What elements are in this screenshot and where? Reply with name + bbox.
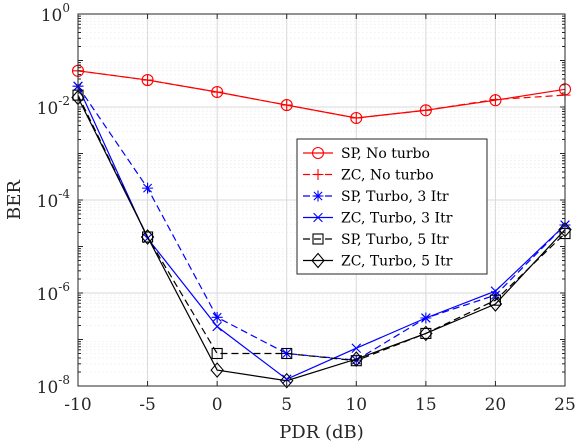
- x-tick-label: 10: [345, 395, 367, 415]
- series-line: [77, 70, 566, 119]
- data-point: [212, 321, 222, 332]
- data-point: [489, 294, 501, 306]
- axis-ticks: -10 -5 0 5 10 15 20 25 10-8 10-6 10-4 10-2 100: [37, 1, 576, 415]
- data-point: [142, 182, 154, 194]
- x-tick-label: -10: [64, 395, 91, 415]
- legend-label: SP, Turbo, 3 Itr: [341, 189, 449, 205]
- data-point: [210, 362, 224, 378]
- legend-box: [296, 138, 488, 275]
- x-tick-label: 5: [281, 395, 292, 415]
- legend-label: ZC, Turbo, 3 Itr: [341, 211, 453, 227]
- data-point: [489, 93, 501, 105]
- data-point: [140, 229, 155, 245]
- data-point: [279, 372, 294, 389]
- data-point: [211, 86, 223, 98]
- legend-marker: [311, 146, 325, 160]
- data-point: [142, 74, 154, 86]
- data-point: [420, 327, 432, 339]
- legend-item: SP, Turbo, 3 Itr: [303, 189, 449, 205]
- data-point: [421, 313, 431, 323]
- legend-item: SP, No turbo: [303, 146, 430, 162]
- grid: [77, 13, 566, 387]
- legend-item: ZC, No turbo: [303, 168, 434, 184]
- data-point: [281, 99, 293, 111]
- legend-marker: [312, 233, 324, 245]
- legend-marker: [313, 212, 323, 223]
- series-zc-turbo-5-itr: [71, 89, 572, 389]
- x-tick-label: 20: [485, 395, 507, 415]
- data-point: [420, 104, 432, 116]
- legend-marker: [312, 190, 324, 202]
- legend-marker: [312, 169, 324, 180]
- series-layer: [71, 64, 572, 389]
- legend-item: ZC, Turbo, 3 Itr: [303, 211, 453, 227]
- data-point: [488, 296, 503, 312]
- series-zc-turbo-3-itr: [73, 81, 570, 384]
- data-point: [281, 347, 293, 360]
- legend-label: ZC, No turbo: [341, 168, 434, 184]
- x-tick-label: 0: [212, 395, 223, 415]
- data-point: [350, 112, 362, 124]
- series-zc-no-turbo: [72, 65, 571, 124]
- y-tick-label: 10-6: [37, 280, 70, 305]
- series-line: [77, 70, 566, 119]
- data-point: [349, 351, 364, 367]
- legend-label: SP, No turbo: [341, 146, 430, 162]
- legend-label: SP, Turbo, 5 Itr: [341, 232, 449, 248]
- series-line: [77, 94, 566, 362]
- y-tick-label: 10-2: [37, 94, 70, 119]
- series-line: [77, 97, 566, 382]
- x-tick-label: -5: [139, 395, 156, 415]
- x-tick-label: 15: [415, 395, 437, 415]
- data-point: [490, 286, 501, 296]
- series-line: [77, 85, 566, 361]
- x-tick-label: 25: [554, 395, 576, 415]
- legend-item: SP, Turbo, 5 Itr: [303, 232, 449, 248]
- legend-item: ZC, Turbo, 5 Itr: [303, 252, 453, 270]
- y-tick-label: 100: [41, 1, 70, 26]
- y-axis-label: BER: [4, 180, 25, 220]
- y-tick-label: 10-8: [37, 373, 70, 398]
- x-axis-label: PDR (dB): [279, 422, 364, 443]
- legend-marker: [311, 252, 325, 269]
- series-sp-turbo-5-itr: [72, 89, 571, 367]
- data-point: [211, 347, 223, 360]
- data-point: [281, 374, 292, 384]
- legend: SP, No turbo ZC, No turbo SP, Turbo, 3 Itr…: [296, 138, 488, 275]
- data-point: [351, 343, 362, 353]
- legend-label: ZC, Turbo, 5 Itr: [341, 254, 453, 270]
- y-tick-label: 10-4: [37, 187, 71, 212]
- data-point: [142, 231, 154, 243]
- data-point: [419, 325, 433, 342]
- series-line: [77, 85, 566, 380]
- data-point: [211, 311, 223, 323]
